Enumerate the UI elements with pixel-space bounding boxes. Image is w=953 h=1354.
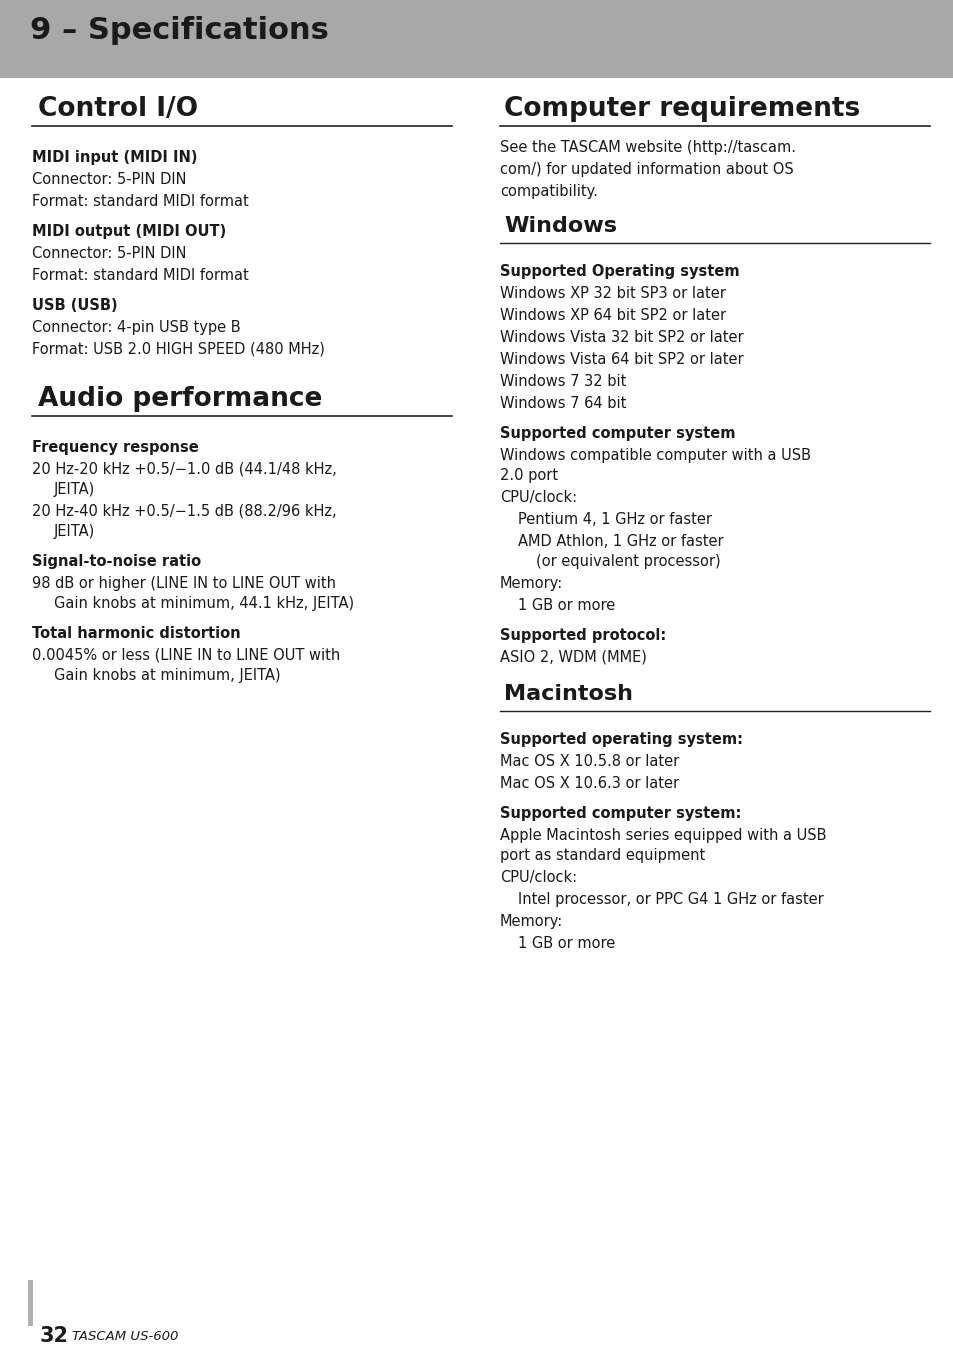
Text: Supported protocol:: Supported protocol: [499,628,665,643]
Text: CPU/clock:: CPU/clock: [499,871,577,886]
Text: Macintosh: Macintosh [503,684,633,704]
Text: Windows 7 64 bit: Windows 7 64 bit [499,395,626,412]
Text: Format: standard MIDI format: Format: standard MIDI format [32,268,249,283]
Text: 9 – Specifications: 9 – Specifications [30,16,329,45]
Text: Connector: 4-pin USB type B: Connector: 4-pin USB type B [32,320,240,334]
Bar [0,0,953,79]
Text: 20 Hz-40 kHz +0.5/−1.5 dB (88.2/96 kHz,: 20 Hz-40 kHz +0.5/−1.5 dB (88.2/96 kHz, [32,504,336,519]
Text: port as standard equipment: port as standard equipment [499,848,704,862]
Text: compatibility.: compatibility. [499,184,598,199]
Text: USB (USB): USB (USB) [32,298,117,313]
Text: Intel processor, or PPC G4 1 GHz or faster: Intel processor, or PPC G4 1 GHz or fast… [517,892,822,907]
Text: 1 GB or more: 1 GB or more [517,598,615,613]
Text: JEITA): JEITA) [54,482,95,497]
Text: Memory:: Memory: [499,914,562,929]
Text: MIDI output (MIDI OUT): MIDI output (MIDI OUT) [32,223,226,240]
Text: Connector: 5-PIN DIN: Connector: 5-PIN DIN [32,172,186,187]
Text: ASIO 2, WDM (MME): ASIO 2, WDM (MME) [499,650,646,665]
Text: Computer requirements: Computer requirements [503,96,860,122]
Text: Memory:: Memory: [499,575,562,590]
Text: 0.0045% or less (LINE IN to LINE OUT with: 0.0045% or less (LINE IN to LINE OUT wit… [32,649,340,663]
Text: 98 dB or higher (LINE IN to LINE OUT with: 98 dB or higher (LINE IN to LINE OUT wit… [32,575,335,590]
Text: Supported computer system:: Supported computer system: [499,806,740,821]
Text: Apple Macintosh series equipped with a USB: Apple Macintosh series equipped with a U… [499,829,825,844]
Text: 20 Hz-20 kHz +0.5/−1.0 dB (44.1/48 kHz,: 20 Hz-20 kHz +0.5/−1.0 dB (44.1/48 kHz, [32,462,336,477]
Text: See the TASCAM website (http://tascam.: See the TASCAM website (http://tascam. [499,139,795,154]
Text: 2.0 port: 2.0 port [499,468,558,483]
Text: Windows: Windows [503,217,617,236]
Text: Connector: 5-PIN DIN: Connector: 5-PIN DIN [32,246,186,261]
Text: Total harmonic distortion: Total harmonic distortion [32,626,240,640]
Text: Mac OS X 10.6.3 or later: Mac OS X 10.6.3 or later [499,776,679,791]
Text: Audio performance: Audio performance [38,386,322,412]
Text: Windows 7 32 bit: Windows 7 32 bit [499,374,626,389]
Text: com/) for updated information about OS: com/) for updated information about OS [499,162,793,177]
Bar [28,1280,33,1326]
Text: Gain knobs at minimum, 44.1 kHz, JEITA): Gain knobs at minimum, 44.1 kHz, JEITA) [54,596,354,611]
Text: Control I/O: Control I/O [38,96,198,122]
Text: CPU/clock:: CPU/clock: [499,490,577,505]
Text: Pentium 4, 1 GHz or faster: Pentium 4, 1 GHz or faster [517,512,711,527]
Text: Windows Vista 64 bit SP2 or later: Windows Vista 64 bit SP2 or later [499,352,742,367]
Text: 32: 32 [40,1326,69,1346]
Text: Windows XP 64 bit SP2 or later: Windows XP 64 bit SP2 or later [499,307,725,324]
Text: Format: USB 2.0 HIGH SPEED (480 MHz): Format: USB 2.0 HIGH SPEED (480 MHz) [32,343,325,357]
Text: TASCAM US-600: TASCAM US-600 [71,1330,178,1343]
Text: Gain knobs at minimum, JEITA): Gain knobs at minimum, JEITA) [54,668,280,682]
Text: Supported computer system: Supported computer system [499,427,735,441]
Text: Supported operating system:: Supported operating system: [499,733,742,747]
Text: Mac OS X 10.5.8 or later: Mac OS X 10.5.8 or later [499,754,679,769]
Text: Signal-to-noise ratio: Signal-to-noise ratio [32,554,201,569]
Text: Windows Vista 32 bit SP2 or later: Windows Vista 32 bit SP2 or later [499,330,742,345]
Text: Windows XP 32 bit SP3 or later: Windows XP 32 bit SP3 or later [499,286,725,301]
Text: 1 GB or more: 1 GB or more [517,936,615,951]
Text: Format: standard MIDI format: Format: standard MIDI format [32,194,249,209]
Text: AMD Athlon, 1 GHz or faster: AMD Athlon, 1 GHz or faster [517,533,723,548]
Text: JEITA): JEITA) [54,524,95,539]
Text: Supported Operating system: Supported Operating system [499,264,739,279]
Text: (or equivalent processor): (or equivalent processor) [536,554,720,569]
Text: Frequency response: Frequency response [32,440,198,455]
Text: Windows compatible computer with a USB: Windows compatible computer with a USB [499,448,810,463]
Text: MIDI input (MIDI IN): MIDI input (MIDI IN) [32,150,197,165]
